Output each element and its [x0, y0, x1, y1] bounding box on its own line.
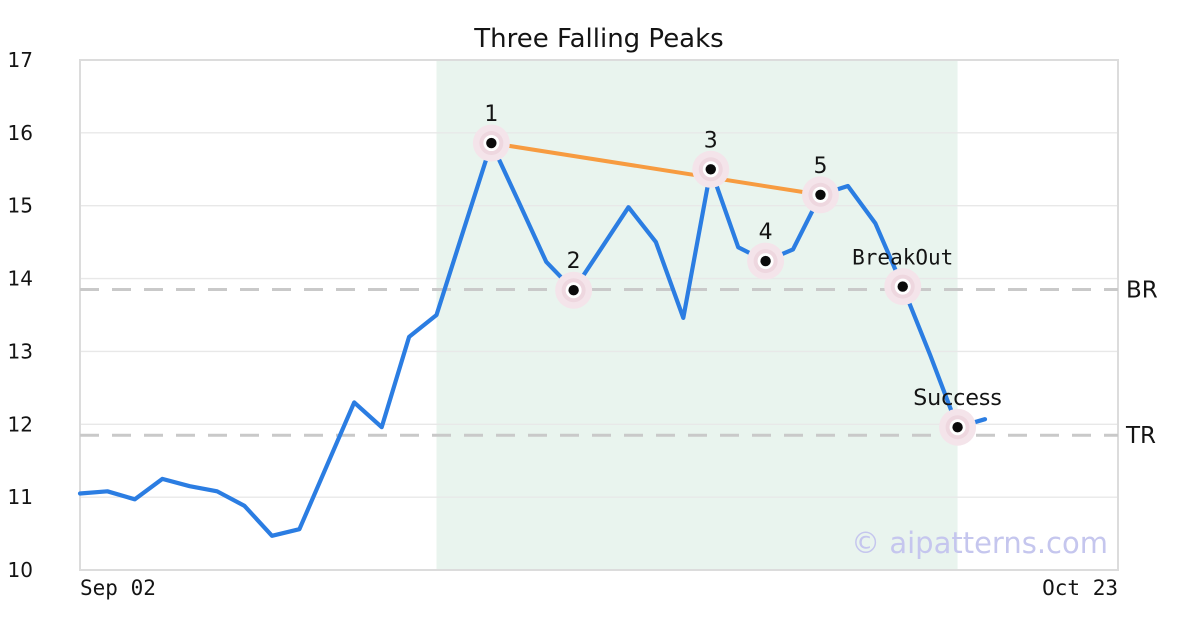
y-tick-10: 10	[8, 558, 33, 582]
trendline	[489, 141, 823, 197]
marker-dot	[568, 285, 579, 296]
y-tick-17: 17	[8, 48, 33, 72]
marker-dot	[705, 164, 716, 175]
y-tick-15: 15	[8, 194, 33, 218]
annotation-5: 5	[813, 154, 827, 179]
plot-border	[79, 59, 1119, 571]
marker-dot	[815, 189, 826, 200]
x-tick-end: Oct 23	[1042, 576, 1118, 600]
annotation-breakout: BreakOut	[852, 246, 953, 270]
y-tick-16: 16	[8, 121, 33, 145]
x-tick-start: Sep 02	[80, 576, 156, 600]
y-tick-11: 11	[8, 485, 33, 509]
watermark: © aipatterns.com	[851, 526, 1108, 560]
marker-dot	[760, 255, 771, 267]
y-tick-14: 14	[8, 267, 33, 291]
marker-dot	[897, 281, 908, 292]
annotation-3: 3	[704, 128, 718, 153]
annotation-2: 2	[567, 249, 581, 274]
chart-title: Three Falling Peaks	[474, 24, 724, 54]
level-label-br: BR	[1126, 278, 1158, 304]
level-label-tr: TR	[1125, 423, 1156, 449]
y-tick-12: 12	[8, 412, 33, 436]
marker-dot	[486, 137, 497, 149]
y-tick-13: 13	[8, 339, 33, 363]
marker-dot	[952, 422, 963, 433]
annotation-success: Success	[913, 386, 1002, 411]
annotation-1: 1	[484, 102, 498, 127]
pattern-shaded-region	[436, 60, 958, 570]
annotation-4: 4	[759, 220, 773, 245]
